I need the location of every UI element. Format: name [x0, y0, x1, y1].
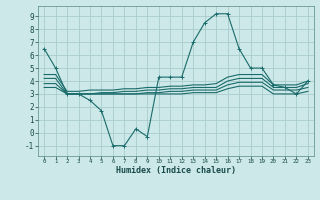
- X-axis label: Humidex (Indice chaleur): Humidex (Indice chaleur): [116, 166, 236, 175]
